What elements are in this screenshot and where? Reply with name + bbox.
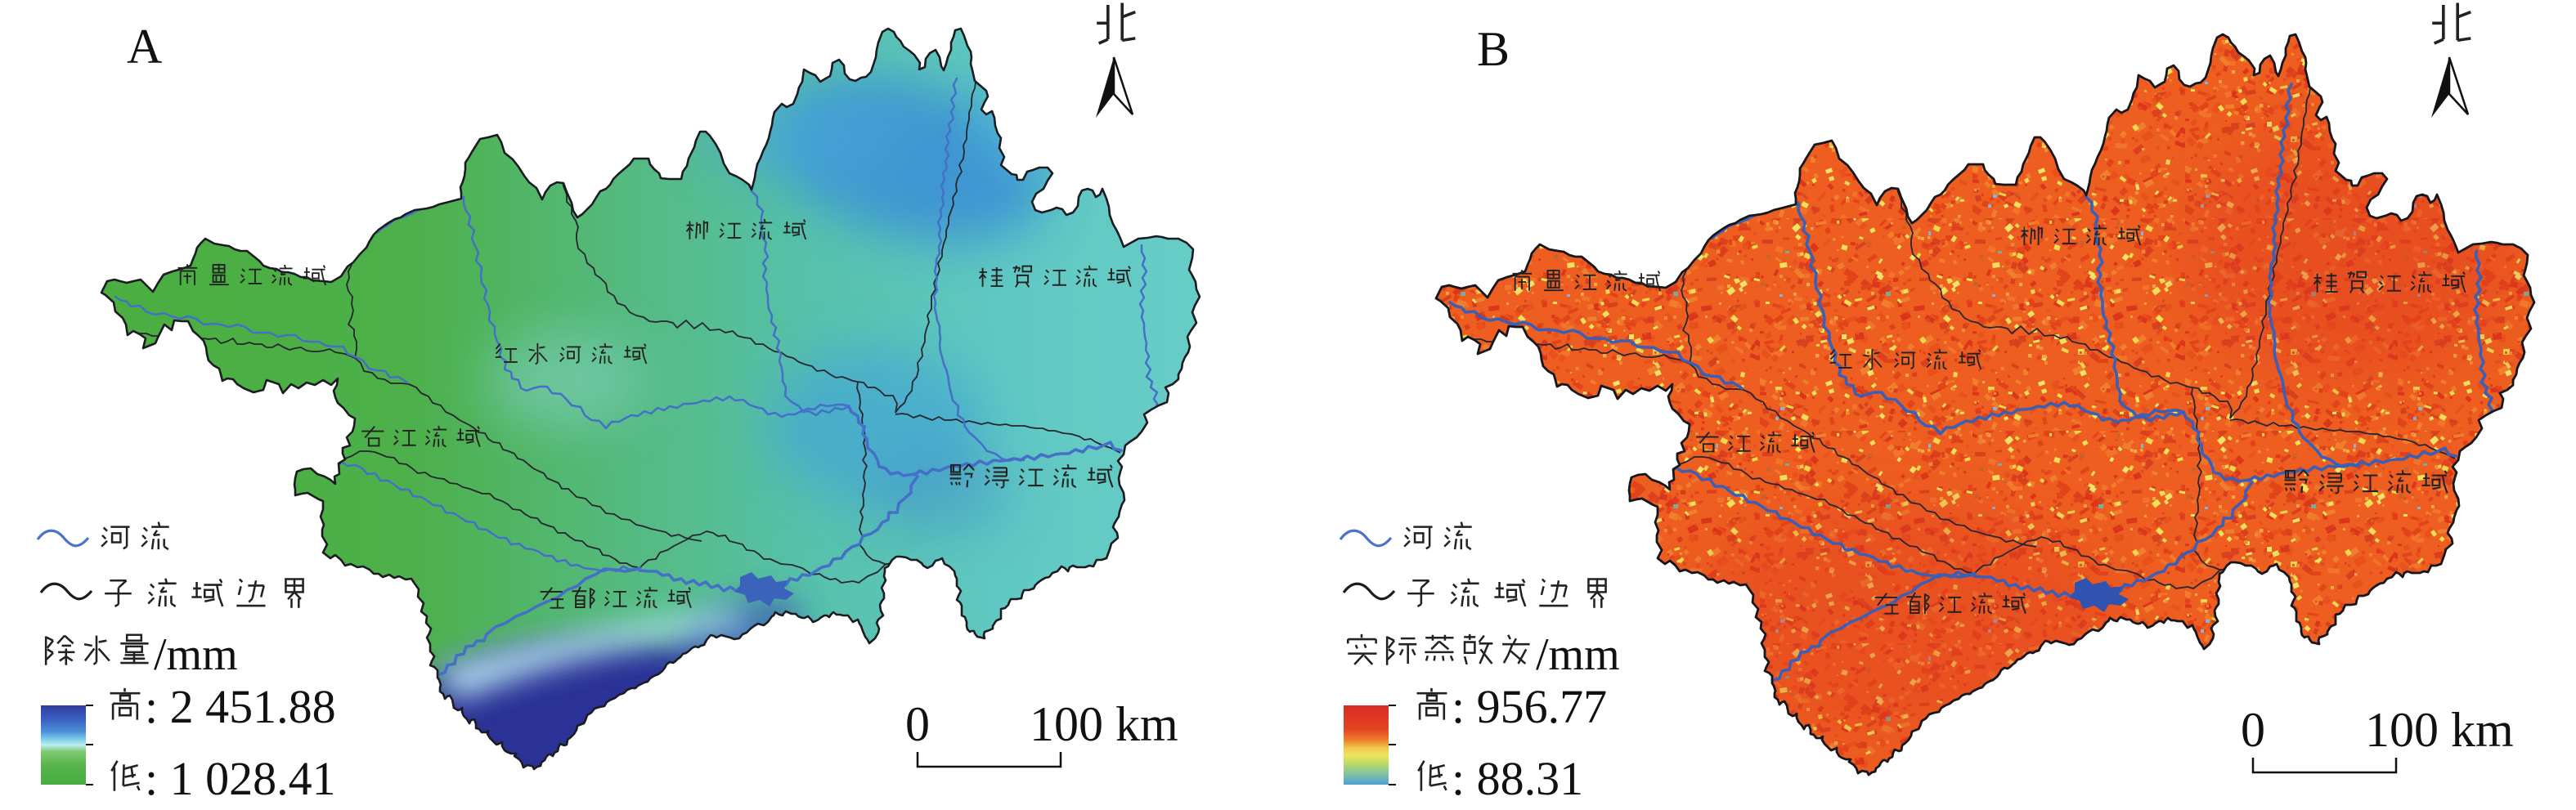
svg-text:0: 0 — [905, 697, 930, 751]
svg-text:A: A — [127, 20, 162, 74]
svg-text:/mm: /mm — [154, 629, 238, 680]
svg-text:: 956.77: : 956.77 — [1452, 680, 1607, 733]
svg-text:: 1 028.41: : 1 028.41 — [145, 752, 336, 805]
svg-text:B: B — [1477, 22, 1510, 76]
svg-text:100 km: 100 km — [2365, 703, 2514, 757]
svg-text:/mm: /mm — [1536, 629, 1620, 680]
svg-text:100 km: 100 km — [1030, 697, 1178, 751]
svg-text:0: 0 — [2241, 703, 2265, 757]
svg-text:: 88.31: : 88.31 — [1452, 752, 1583, 805]
svg-text:: 2 451.88: : 2 451.88 — [145, 680, 336, 733]
